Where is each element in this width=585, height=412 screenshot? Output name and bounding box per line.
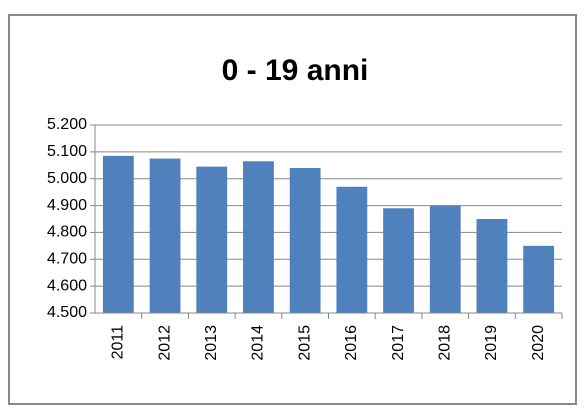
x-tick-label: 2020	[530, 325, 547, 361]
y-tick-label: 5.000	[47, 170, 87, 187]
bar	[429, 205, 461, 313]
y-tick-label: 4.500	[47, 304, 87, 321]
y-tick-label: 4.600	[47, 277, 87, 294]
y-tick-label: 4.800	[47, 224, 87, 241]
bar	[383, 208, 414, 313]
x-tick-label: 2011	[110, 325, 127, 360]
y-tick-label: 4.700	[47, 251, 87, 268]
x-tick-label: 2012	[156, 325, 173, 361]
x-tick-label: 2017	[390, 325, 407, 361]
x-tick-label: 2013	[203, 325, 220, 361]
y-tick-label: 4.900	[47, 197, 87, 214]
x-tick-label: 2014	[250, 325, 267, 361]
chart-title: 0 - 19 anni	[222, 54, 369, 87]
x-tick-label: 2018	[436, 325, 453, 361]
bar	[523, 245, 555, 313]
y-tick-label: 5.200	[47, 116, 87, 133]
bar	[196, 166, 228, 313]
y-tick-label: 5.100	[47, 143, 87, 160]
bar	[149, 158, 181, 313]
bar	[102, 155, 134, 313]
bar	[289, 167, 321, 313]
bar	[336, 186, 368, 313]
bar	[476, 219, 508, 313]
bar	[243, 161, 274, 313]
x-tick-label: 2015	[296, 325, 313, 361]
x-tick-label: 2019	[483, 325, 500, 361]
x-tick-label: 2016	[343, 325, 360, 361]
